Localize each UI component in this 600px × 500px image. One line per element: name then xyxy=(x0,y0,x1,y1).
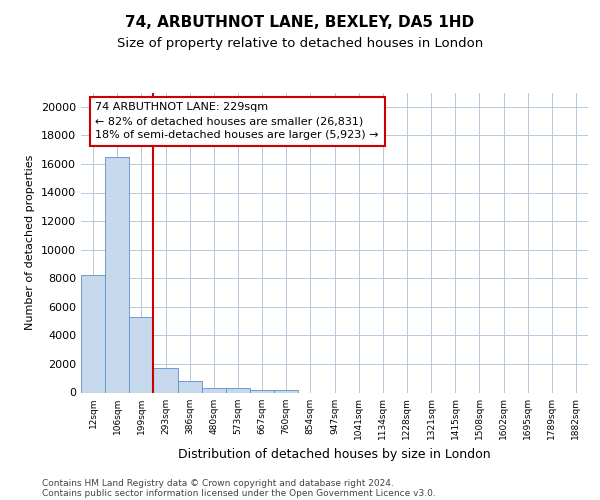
Text: Contains public sector information licensed under the Open Government Licence v3: Contains public sector information licen… xyxy=(42,488,436,498)
Bar xyxy=(250,390,274,392)
Bar xyxy=(105,157,129,392)
Bar xyxy=(178,381,202,392)
Text: 74, ARBUTHNOT LANE, BEXLEY, DA5 1HD: 74, ARBUTHNOT LANE, BEXLEY, DA5 1HD xyxy=(125,15,475,30)
Bar xyxy=(154,368,178,392)
Bar xyxy=(274,390,298,392)
Bar xyxy=(81,276,105,392)
Bar xyxy=(226,388,250,392)
Text: Contains HM Land Registry data © Crown copyright and database right 2024.: Contains HM Land Registry data © Crown c… xyxy=(42,478,394,488)
Bar xyxy=(129,317,154,392)
Text: Size of property relative to detached houses in London: Size of property relative to detached ho… xyxy=(117,38,483,51)
X-axis label: Distribution of detached houses by size in London: Distribution of detached houses by size … xyxy=(178,448,491,461)
Y-axis label: Number of detached properties: Number of detached properties xyxy=(25,155,35,330)
Bar xyxy=(202,388,226,392)
Text: 74 ARBUTHNOT LANE: 229sqm
← 82% of detached houses are smaller (26,831)
18% of s: 74 ARBUTHNOT LANE: 229sqm ← 82% of detac… xyxy=(95,102,379,141)
